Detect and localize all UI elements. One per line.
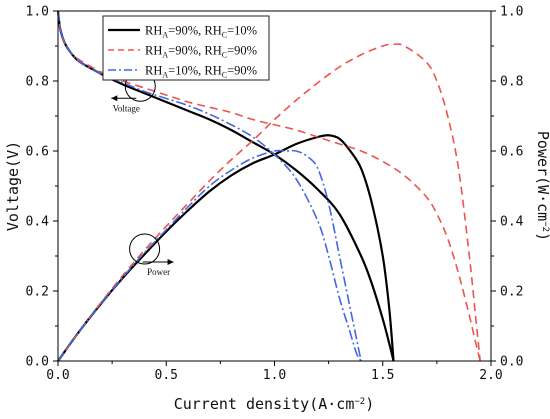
annotation-circle [129,233,161,265]
plot-content [56,10,481,362]
x-tick-label: 1.0 [263,368,286,383]
y-left-tick-label: 0.8 [26,75,49,90]
tick-labels: 0.0 0.5 1.0 1.5 2.00.00.20.40.60.81.00.00.20… [26,5,524,384]
y-right-tick-label: 0.2 [500,285,523,300]
y-right-tick-label: 0.8 [500,75,523,90]
power-curve-series-3 [57,149,362,362]
power-curve-series-1 [57,134,395,362]
y-left-tick-label: 0.6 [26,145,49,160]
legend-label-2: RHA=90%, RHC=90% [145,44,257,60]
y-left-axis-title: Voltage(V) [4,141,22,231]
axis-ticks [53,10,496,366]
x-tick-label: 2.0 [479,368,502,383]
x-axis-title-exp: −2 [354,397,365,407]
x-tick-label: 1.5 [371,368,394,383]
x-axis-title: Current density(A·cm−2) [174,395,375,413]
annotation-arrow-head [111,95,118,102]
voltage-curve-series-3 [57,10,362,362]
legend-label-3: RHA=10%, RHC=90% [145,64,257,80]
annotation-arrow-head [167,259,174,265]
annotation-label: Voltage [113,103,140,113]
y-right-axis-title: Power(W·cm−2) [534,131,550,241]
y-left-tick-label: 0.0 [26,355,49,370]
y-right-tick-label: 0.4 [500,215,524,230]
power-curve-series-2 [57,43,481,362]
voltage-curve-series-2 [57,10,481,362]
y-right-tick-label: 0.0 [500,355,523,370]
y-left-tick-label: 1.0 [26,5,49,20]
legend-label-1: RHA=90%, RHC=10% [145,24,257,40]
y-left-tick-label: 0.2 [26,285,49,300]
y-right-axis-title-exp: −2 [540,221,550,232]
x-tick-label: 0.0 [46,368,69,383]
y-left-tick-label: 0.4 [26,215,50,230]
x-tick-label: 0.5 [155,368,178,383]
legend: RHA=90%, RHC=10% RHA=90%, RHC=90% RHA=10%,… [102,15,270,81]
y-right-tick-label: 0.6 [500,145,523,160]
y-right-tick-label: 1.0 [500,5,523,20]
annotation-label: Power [147,267,170,277]
